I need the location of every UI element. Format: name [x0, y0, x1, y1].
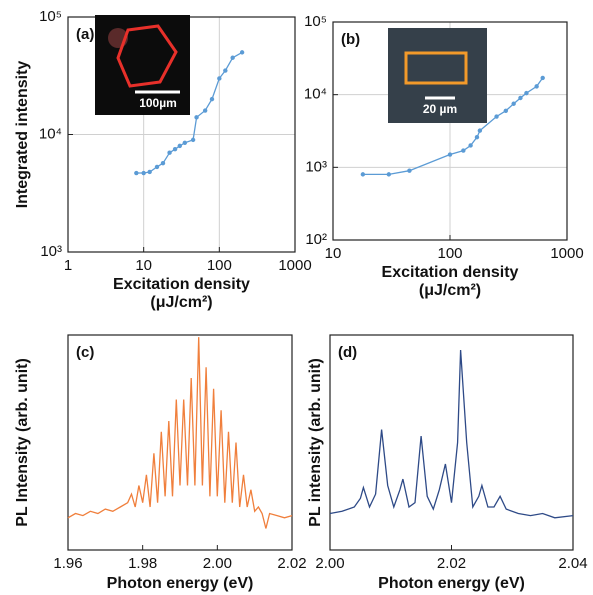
- x-axis-title: Photon energy (eV): [378, 575, 525, 592]
- inset-crystal: [404, 51, 468, 85]
- data-point: [182, 140, 188, 145]
- data-point: [209, 96, 215, 102]
- y-tick-label: 10⁵: [39, 8, 62, 25]
- x-tick-label: 2.00: [203, 555, 232, 572]
- data-point: [386, 172, 392, 177]
- data-point: [503, 108, 509, 113]
- data-point: [190, 137, 196, 143]
- data-point: [360, 172, 366, 177]
- plot-frame: [329, 334, 574, 551]
- data-point: [447, 152, 453, 157]
- data-point: [167, 150, 172, 155]
- data-point: [494, 114, 499, 119]
- x-tick-label: 1000: [278, 257, 311, 274]
- plot-frame: [332, 21, 568, 241]
- inset-a: 100µm: [95, 15, 190, 115]
- x-tick-label: 10: [135, 257, 152, 274]
- y-tick-label: 10⁴: [304, 86, 327, 103]
- data-point: [217, 76, 222, 81]
- data-point: [461, 148, 466, 153]
- data-point: [177, 143, 182, 149]
- data-point: [518, 95, 523, 101]
- data-point: [194, 115, 199, 120]
- x-tick-label: 1.98: [128, 555, 157, 572]
- inset-b: 20 µm: [388, 28, 487, 123]
- inset-crystal: [116, 24, 178, 88]
- data-point: [230, 55, 235, 60]
- x-axis-unit: (μJ/cm²): [150, 294, 212, 311]
- x-tick-label: 100: [437, 245, 462, 262]
- y-axis-title: PL Intensity (arb. unit): [14, 358, 31, 527]
- x-tick-label: 1000: [550, 245, 583, 262]
- x-tick-label: 1.96: [53, 555, 82, 572]
- data-point: [540, 75, 545, 81]
- data-point: [477, 128, 483, 133]
- plot-frame: [67, 334, 293, 551]
- y-tick-label: 10⁵: [304, 13, 327, 30]
- y-axis-title: PL intensity (arb. unit): [307, 358, 324, 527]
- scale-label: 20 µm: [423, 102, 457, 116]
- x-axis-title: Photon energy (eV): [107, 575, 254, 592]
- panel-label: (c): [76, 344, 94, 361]
- y-tick-label: 10⁴: [39, 125, 62, 142]
- data-point: [154, 164, 160, 170]
- x-tick-label: 100: [207, 257, 232, 274]
- x-tick-label: 1: [64, 257, 72, 274]
- data-point: [468, 143, 473, 148]
- data-point: [524, 90, 529, 96]
- data-point: [141, 170, 146, 176]
- x-axis-title: Excitation density: [382, 264, 519, 281]
- data-point: [160, 160, 166, 166]
- y-tick-label: 10³: [305, 158, 327, 175]
- y-tick-label: 10³: [40, 243, 62, 260]
- data-line: [329, 349, 574, 519]
- data-point: [511, 101, 516, 106]
- y-axis-title: Integrated intensity: [14, 61, 31, 209]
- data-line: [67, 337, 293, 529]
- data-point: [407, 168, 412, 173]
- x-axis-title: Excitation density: [113, 276, 250, 293]
- x-tick-label: 2.02: [277, 555, 306, 572]
- x-tick-label: 10: [325, 245, 342, 262]
- data-point: [239, 50, 245, 55]
- panel-label: (a): [76, 26, 94, 43]
- x-tick-label: 2.04: [558, 555, 587, 572]
- x-axis-unit: (μJ/cm²): [419, 282, 481, 299]
- data-point: [147, 169, 152, 175]
- data-point: [534, 84, 539, 89]
- data-point: [202, 108, 208, 113]
- data-point: [172, 146, 178, 152]
- data-point: [134, 170, 139, 176]
- panel-label: (d): [338, 344, 357, 361]
- y-tick-label: 10²: [305, 231, 327, 248]
- panel-label: (b): [341, 31, 360, 48]
- data-point: [474, 134, 480, 140]
- x-tick-label: 2.00: [315, 555, 344, 572]
- x-tick-label: 2.02: [437, 555, 466, 572]
- data-point: [223, 68, 228, 73]
- scale-label: 100µm: [139, 96, 177, 110]
